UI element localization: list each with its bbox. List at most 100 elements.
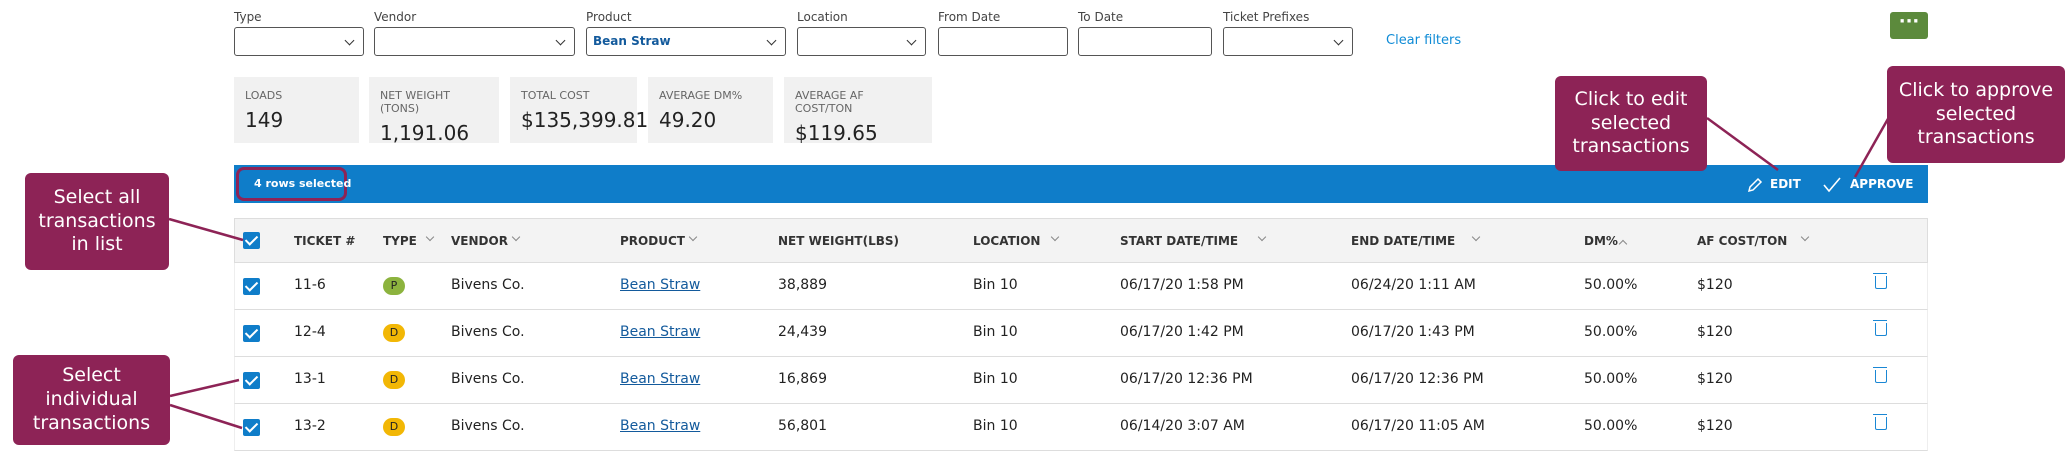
callout: Select individual transactions <box>13 355 170 445</box>
cell-dm: 50.00% <box>1584 277 1638 293</box>
cell-location: Bin 10 <box>973 277 1018 293</box>
stat-label: AVERAGE DM% <box>659 89 743 102</box>
selection-bar: 4 rows selected EDIT APPROVE <box>234 165 1928 203</box>
stat-card: LOADS 149 <box>234 77 359 143</box>
clear-filters[interactable]: Clear filters <box>1386 33 1462 48</box>
column-header[interactable]: NET WEIGHT(LBS) <box>778 234 899 248</box>
column-header[interactable]: DM% <box>1584 234 1618 248</box>
filter-input[interactable] <box>1078 27 1212 56</box>
filter-input[interactable]: Bean Straw <box>586 27 786 56</box>
filter-label: From Date <box>938 10 1001 24</box>
cell-product[interactable]: Bean Straw <box>620 418 701 434</box>
row-checkbox[interactable] <box>243 419 260 436</box>
cell-vendor: Bivens Co. <box>451 418 525 434</box>
stat-label: LOADS <box>245 89 283 102</box>
delete-icon[interactable] <box>1873 367 1887 383</box>
column-header[interactable]: LOCATION <box>973 234 1041 248</box>
cell-af-cost: $120 <box>1697 324 1733 340</box>
type-badge: D <box>383 324 405 342</box>
cell-end: 06/24/20 1:11 AM <box>1351 277 1476 293</box>
column-header[interactable]: TICKET # <box>294 234 356 248</box>
cell-ticket: 13-2 <box>294 418 326 434</box>
filter-label: Ticket Prefixes <box>1223 10 1310 24</box>
stat-value: 149 <box>245 108 284 132</box>
approve-icon <box>1823 177 1841 193</box>
filter-label: Vendor <box>374 10 417 24</box>
stat-card: AVERAGE AF COST/TON $119.65 <box>784 77 932 145</box>
cell-location: Bin 10 <box>973 371 1018 387</box>
delete-icon[interactable] <box>1873 320 1887 336</box>
select-all-checkbox[interactable] <box>243 232 260 249</box>
cell-end: 06/17/20 11:05 AM <box>1351 418 1485 434</box>
callout: Select all transactions in list <box>25 173 169 270</box>
table-header: TICKET # TYPE VENDOR PRODUCT NET WEIGHT(LBS)… <box>234 218 1928 263</box>
column-header[interactable]: START DATE/TIME <box>1120 234 1239 248</box>
cell-start: 06/17/20 12:36 PM <box>1120 371 1253 387</box>
cell-location: Bin 10 <box>973 418 1018 434</box>
cell-net-weight: 38,889 <box>778 277 827 293</box>
cell-vendor: Bivens Co. <box>451 277 525 293</box>
type-badge: P <box>383 277 405 295</box>
cell-product[interactable]: Bean Straw <box>620 277 701 293</box>
filter-input[interactable] <box>374 27 575 56</box>
cell-end: 06/17/20 12:36 PM <box>1351 371 1484 387</box>
filter-input[interactable] <box>797 27 926 56</box>
cell-vendor: Bivens Co. <box>451 324 525 340</box>
cell-vendor: Bivens Co. <box>451 371 525 387</box>
more-button[interactable]: ··· <box>1890 12 1928 39</box>
stat-value: 49.20 <box>659 108 717 132</box>
delete-icon[interactable] <box>1873 414 1887 430</box>
table-row: 13-2 Bivens Co. Bean Straw 56,801 Bin 10 06/1… <box>234 404 1928 451</box>
cell-location: Bin 10 <box>973 324 1018 340</box>
cell-product[interactable]: Bean Straw <box>620 324 701 340</box>
highlight <box>236 167 347 201</box>
filter-label: To Date <box>1078 10 1124 24</box>
cell-af-cost: $120 <box>1697 277 1733 293</box>
stat-card: NET WEIGHT (TONS) 1,191.06 <box>369 77 499 145</box>
stat-label: AVERAGE AF COST/TON <box>795 89 864 115</box>
filter-label: Product <box>586 10 632 24</box>
cell-dm: 50.00% <box>1584 324 1638 340</box>
edit-button[interactable]: EDIT <box>1770 177 1801 191</box>
cell-start: 06/17/20 1:58 PM <box>1120 277 1244 293</box>
type-badge: D <box>383 418 405 436</box>
type-badge: D <box>383 371 405 389</box>
cell-af-cost: $120 <box>1697 418 1733 434</box>
cell-ticket: 12-4 <box>294 324 326 340</box>
table-row: 12-4 Bivens Co. Bean Straw 24,439 Bin 10 06/1… <box>234 310 1928 357</box>
cell-ticket: 13-1 <box>294 371 326 387</box>
stat-value: 1,191.06 <box>380 121 470 145</box>
filter-label: Location <box>797 10 848 24</box>
delete-lid <box>1873 320 1887 321</box>
row-checkbox[interactable] <box>243 372 260 389</box>
delete-icon[interactable] <box>1873 273 1887 289</box>
filter-input[interactable] <box>938 27 1068 56</box>
column-header[interactable]: PRODUCT <box>620 234 685 248</box>
cell-dm: 50.00% <box>1584 371 1638 387</box>
cell-start: 06/17/20 1:42 PM <box>1120 324 1244 340</box>
filter-input[interactable] <box>234 27 364 56</box>
filter-label: Type <box>234 10 262 24</box>
cell-end: 06/17/20 1:43 PM <box>1351 324 1475 340</box>
approve-button[interactable]: APPROVE <box>1850 177 1914 191</box>
cell-dm: 50.00% <box>1584 418 1638 434</box>
row-checkbox[interactable] <box>243 325 260 342</box>
filter-input[interactable] <box>1223 27 1353 56</box>
column-header[interactable]: END DATE/TIME <box>1351 234 1456 248</box>
cell-net-weight: 56,801 <box>778 418 827 434</box>
column-header[interactable]: VENDOR <box>451 234 508 248</box>
edit-icon <box>1747 177 1763 193</box>
row-checkbox[interactable] <box>243 278 260 295</box>
column-header[interactable]: AF COST/TON <box>1697 234 1788 248</box>
stat-card: AVERAGE DM% 49.20 <box>648 77 773 143</box>
callout: Click to edit selected transactions <box>1555 76 1707 171</box>
selection-count: 4 rows selected <box>254 177 352 190</box>
stat-card: TOTAL COST $135,399.81 <box>510 77 648 143</box>
column-header[interactable]: TYPE <box>383 234 417 248</box>
cell-net-weight: 16,869 <box>778 371 827 387</box>
cell-start: 06/14/20 3:07 AM <box>1120 418 1245 434</box>
cell-af-cost: $120 <box>1697 371 1733 387</box>
delete-lid <box>1873 414 1887 415</box>
cell-product[interactable]: Bean Straw <box>620 371 701 387</box>
